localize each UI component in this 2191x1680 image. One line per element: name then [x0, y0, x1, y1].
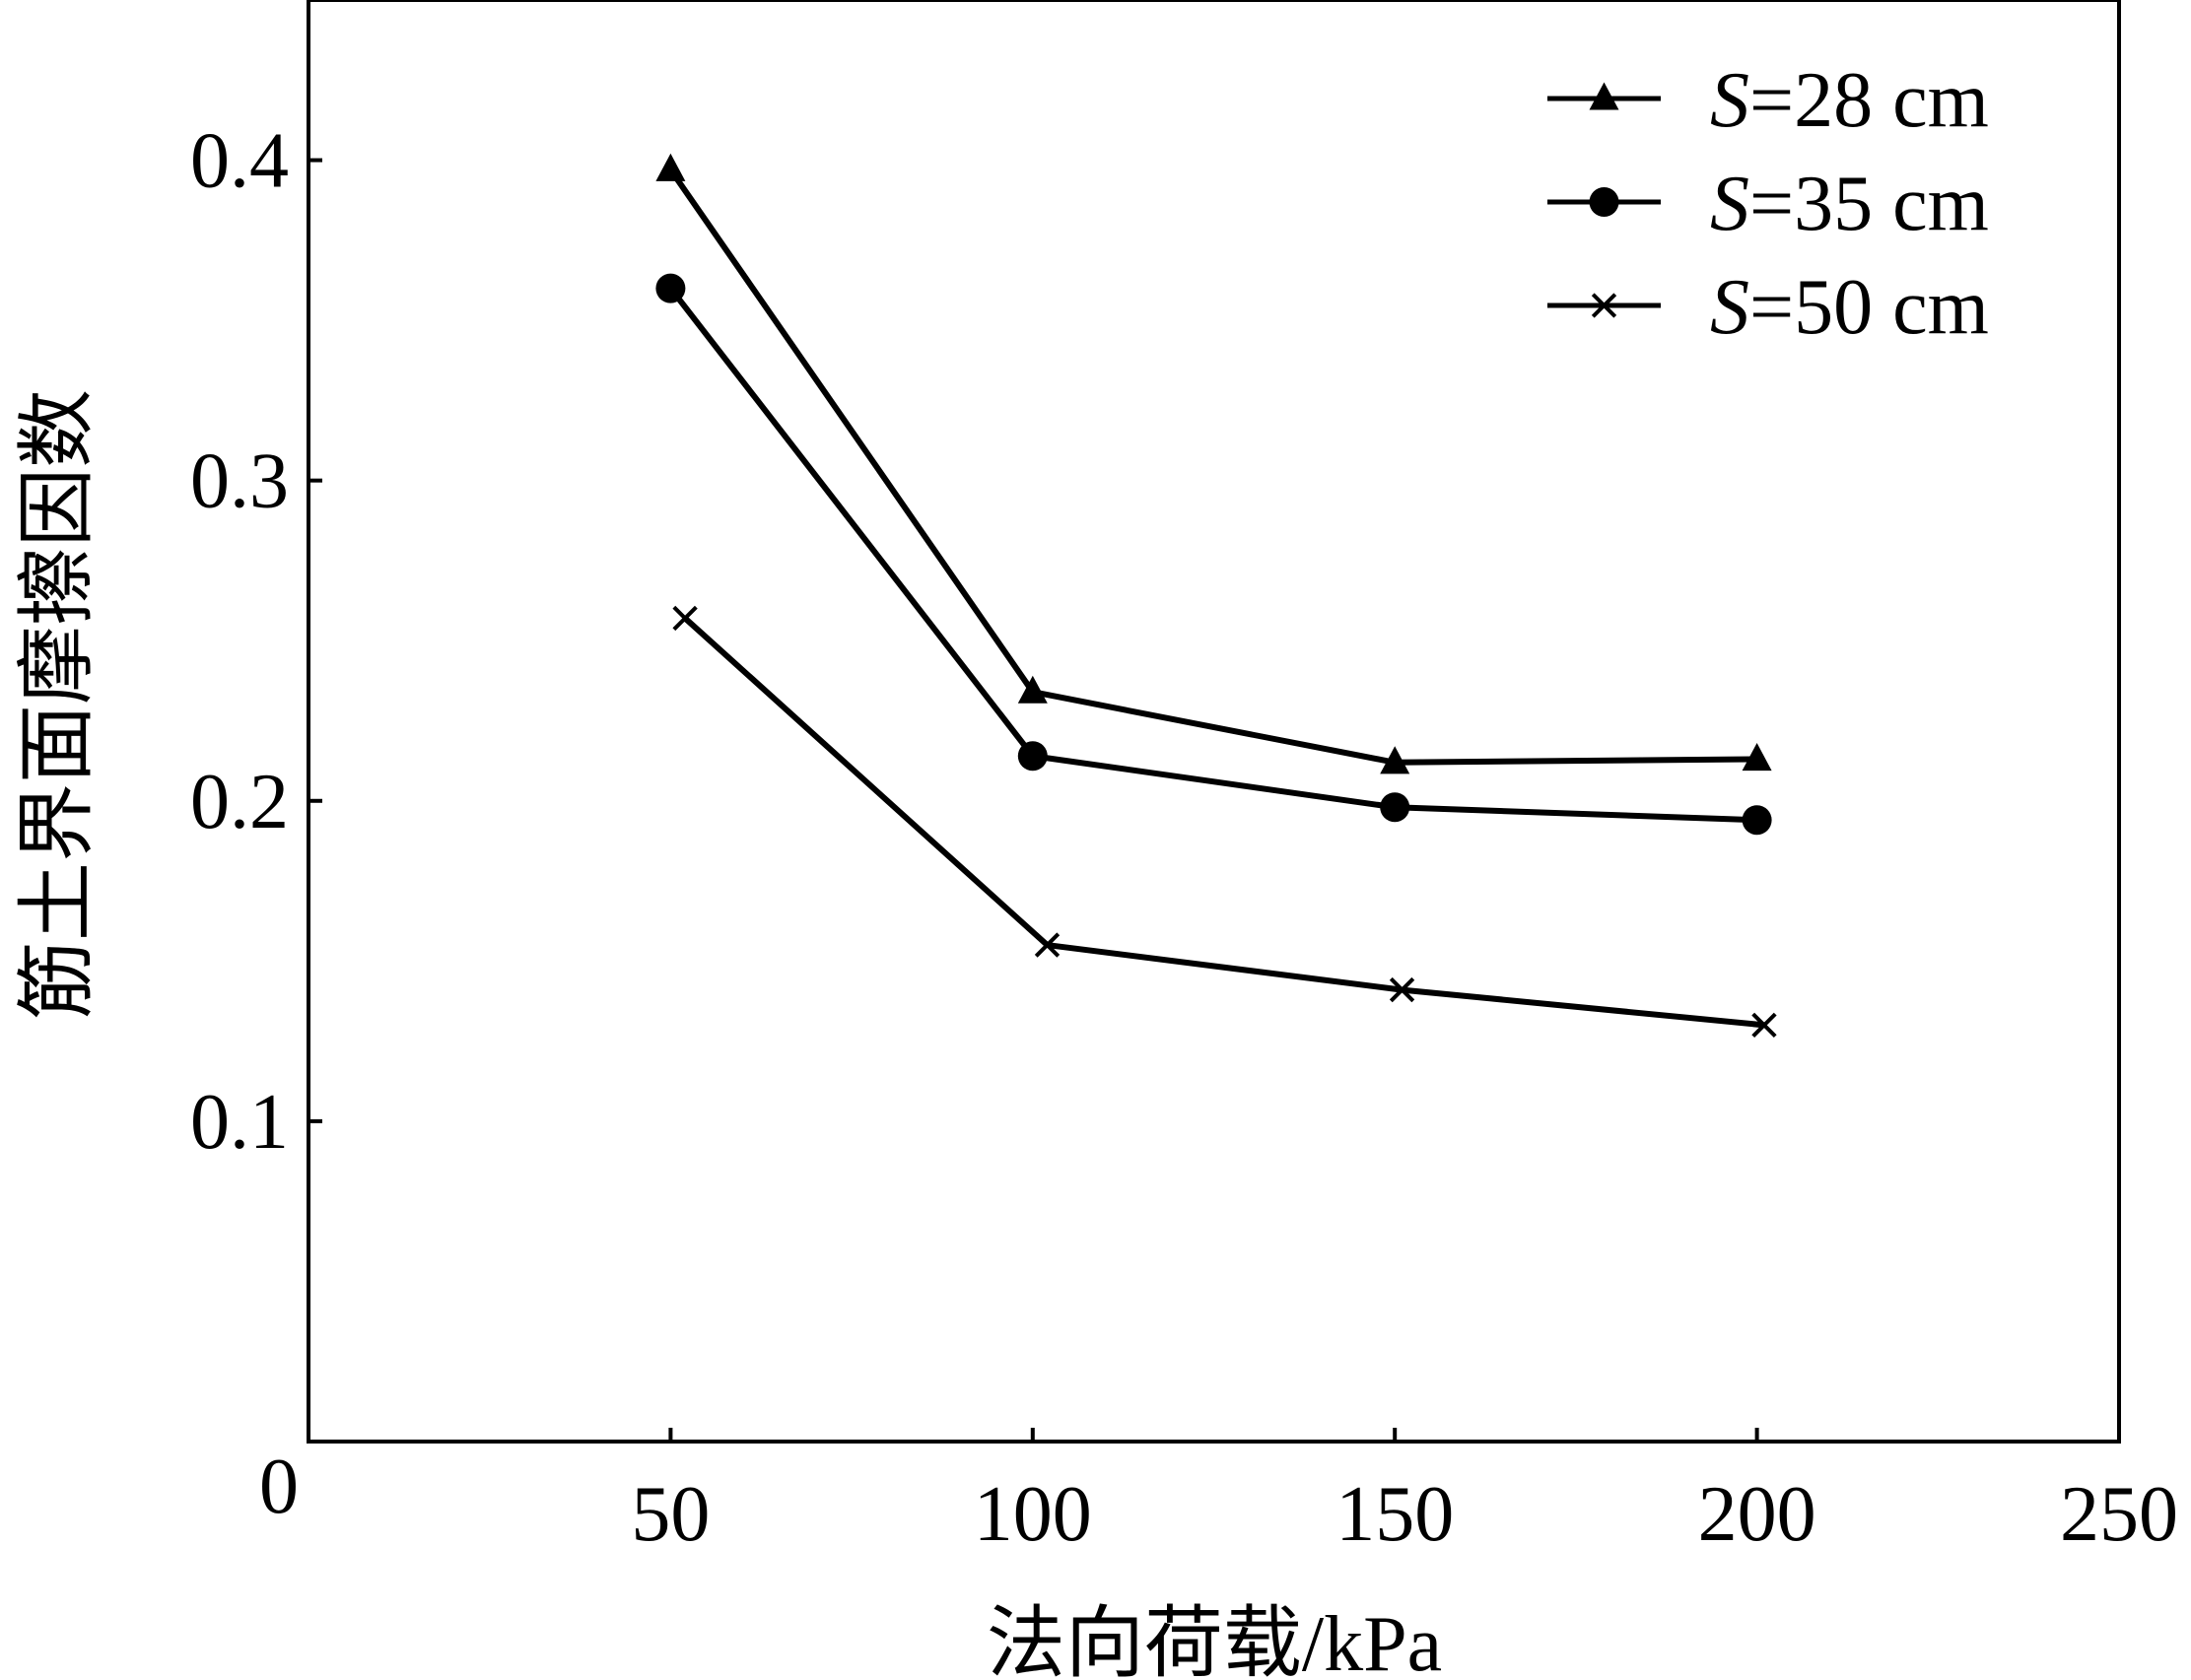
data-point-circle [655, 273, 686, 303]
plot-frame [307, 0, 2121, 1444]
legend-marker-triangle [1589, 82, 1619, 110]
legend: S=28 cm S=35 cm S=50 cm [1547, 57, 1989, 351]
x-tick-label: 200 [1698, 1471, 1816, 1558]
data-point-triangle [1380, 746, 1410, 774]
series-3 [672, 605, 1777, 1039]
legend-label: S=50 cm [1710, 264, 1989, 351]
x-tick-label: 100 [974, 1471, 1092, 1558]
series-group [655, 153, 1777, 1039]
series-line [683, 616, 1765, 1029]
y-tick-label: 0.1 [190, 1079, 289, 1166]
data-point-x-stroke [1389, 976, 1415, 1003]
y-tick-label: 0.2 [190, 759, 289, 845]
legend-item-3: S=50 cm [1547, 264, 1989, 351]
data-point-triangle [655, 153, 686, 181]
data-point-x [1034, 932, 1061, 958]
series-1 [655, 153, 1772, 774]
legend-label: S=35 cm [1710, 161, 1989, 247]
data-point-x-stroke [1034, 932, 1061, 958]
legend-marker-circle [1589, 187, 1619, 217]
legend-item-2: S=35 cm [1547, 161, 1989, 247]
legend-marker-x-stroke [1591, 293, 1617, 318]
series-2 [655, 273, 1772, 836]
data-point-x [672, 605, 698, 632]
y-tick-label: 0.4 [190, 118, 289, 205]
data-point-triangle [1017, 675, 1048, 704]
x-axis-title: 法向荷载/kPa [987, 1601, 1442, 1680]
data-point-circle [1742, 805, 1772, 836]
x-tick-label: 250 [2060, 1471, 2178, 1558]
x-tick-label: 150 [1335, 1471, 1454, 1558]
axis-tick-labels: 50 100 150 200 250 0.1 0.2 0.3 0.4 [190, 118, 2178, 1558]
data-point-x [1751, 1012, 1777, 1039]
data-point-circle [1380, 792, 1410, 823]
series-line [668, 286, 1757, 824]
data-point-triangle [1742, 743, 1772, 772]
data-point-x-stroke [672, 605, 698, 632]
legend-item-1: S=28 cm [1547, 57, 1989, 144]
origin-label: 0 [259, 1444, 299, 1530]
data-point-x-stroke [1751, 1012, 1777, 1039]
legend-marker-x [1591, 293, 1617, 318]
x-tick-label: 50 [631, 1471, 710, 1558]
data-point-circle [1017, 741, 1048, 772]
data-point-x [1389, 976, 1415, 1003]
axis-ticks [308, 158, 2121, 1442]
y-axis-title: 筋土界面摩擦因数 [15, 389, 102, 1020]
legend-label: S=28 cm [1710, 57, 1989, 144]
series-line [667, 168, 1757, 766]
y-tick-label: 0.3 [190, 438, 289, 525]
